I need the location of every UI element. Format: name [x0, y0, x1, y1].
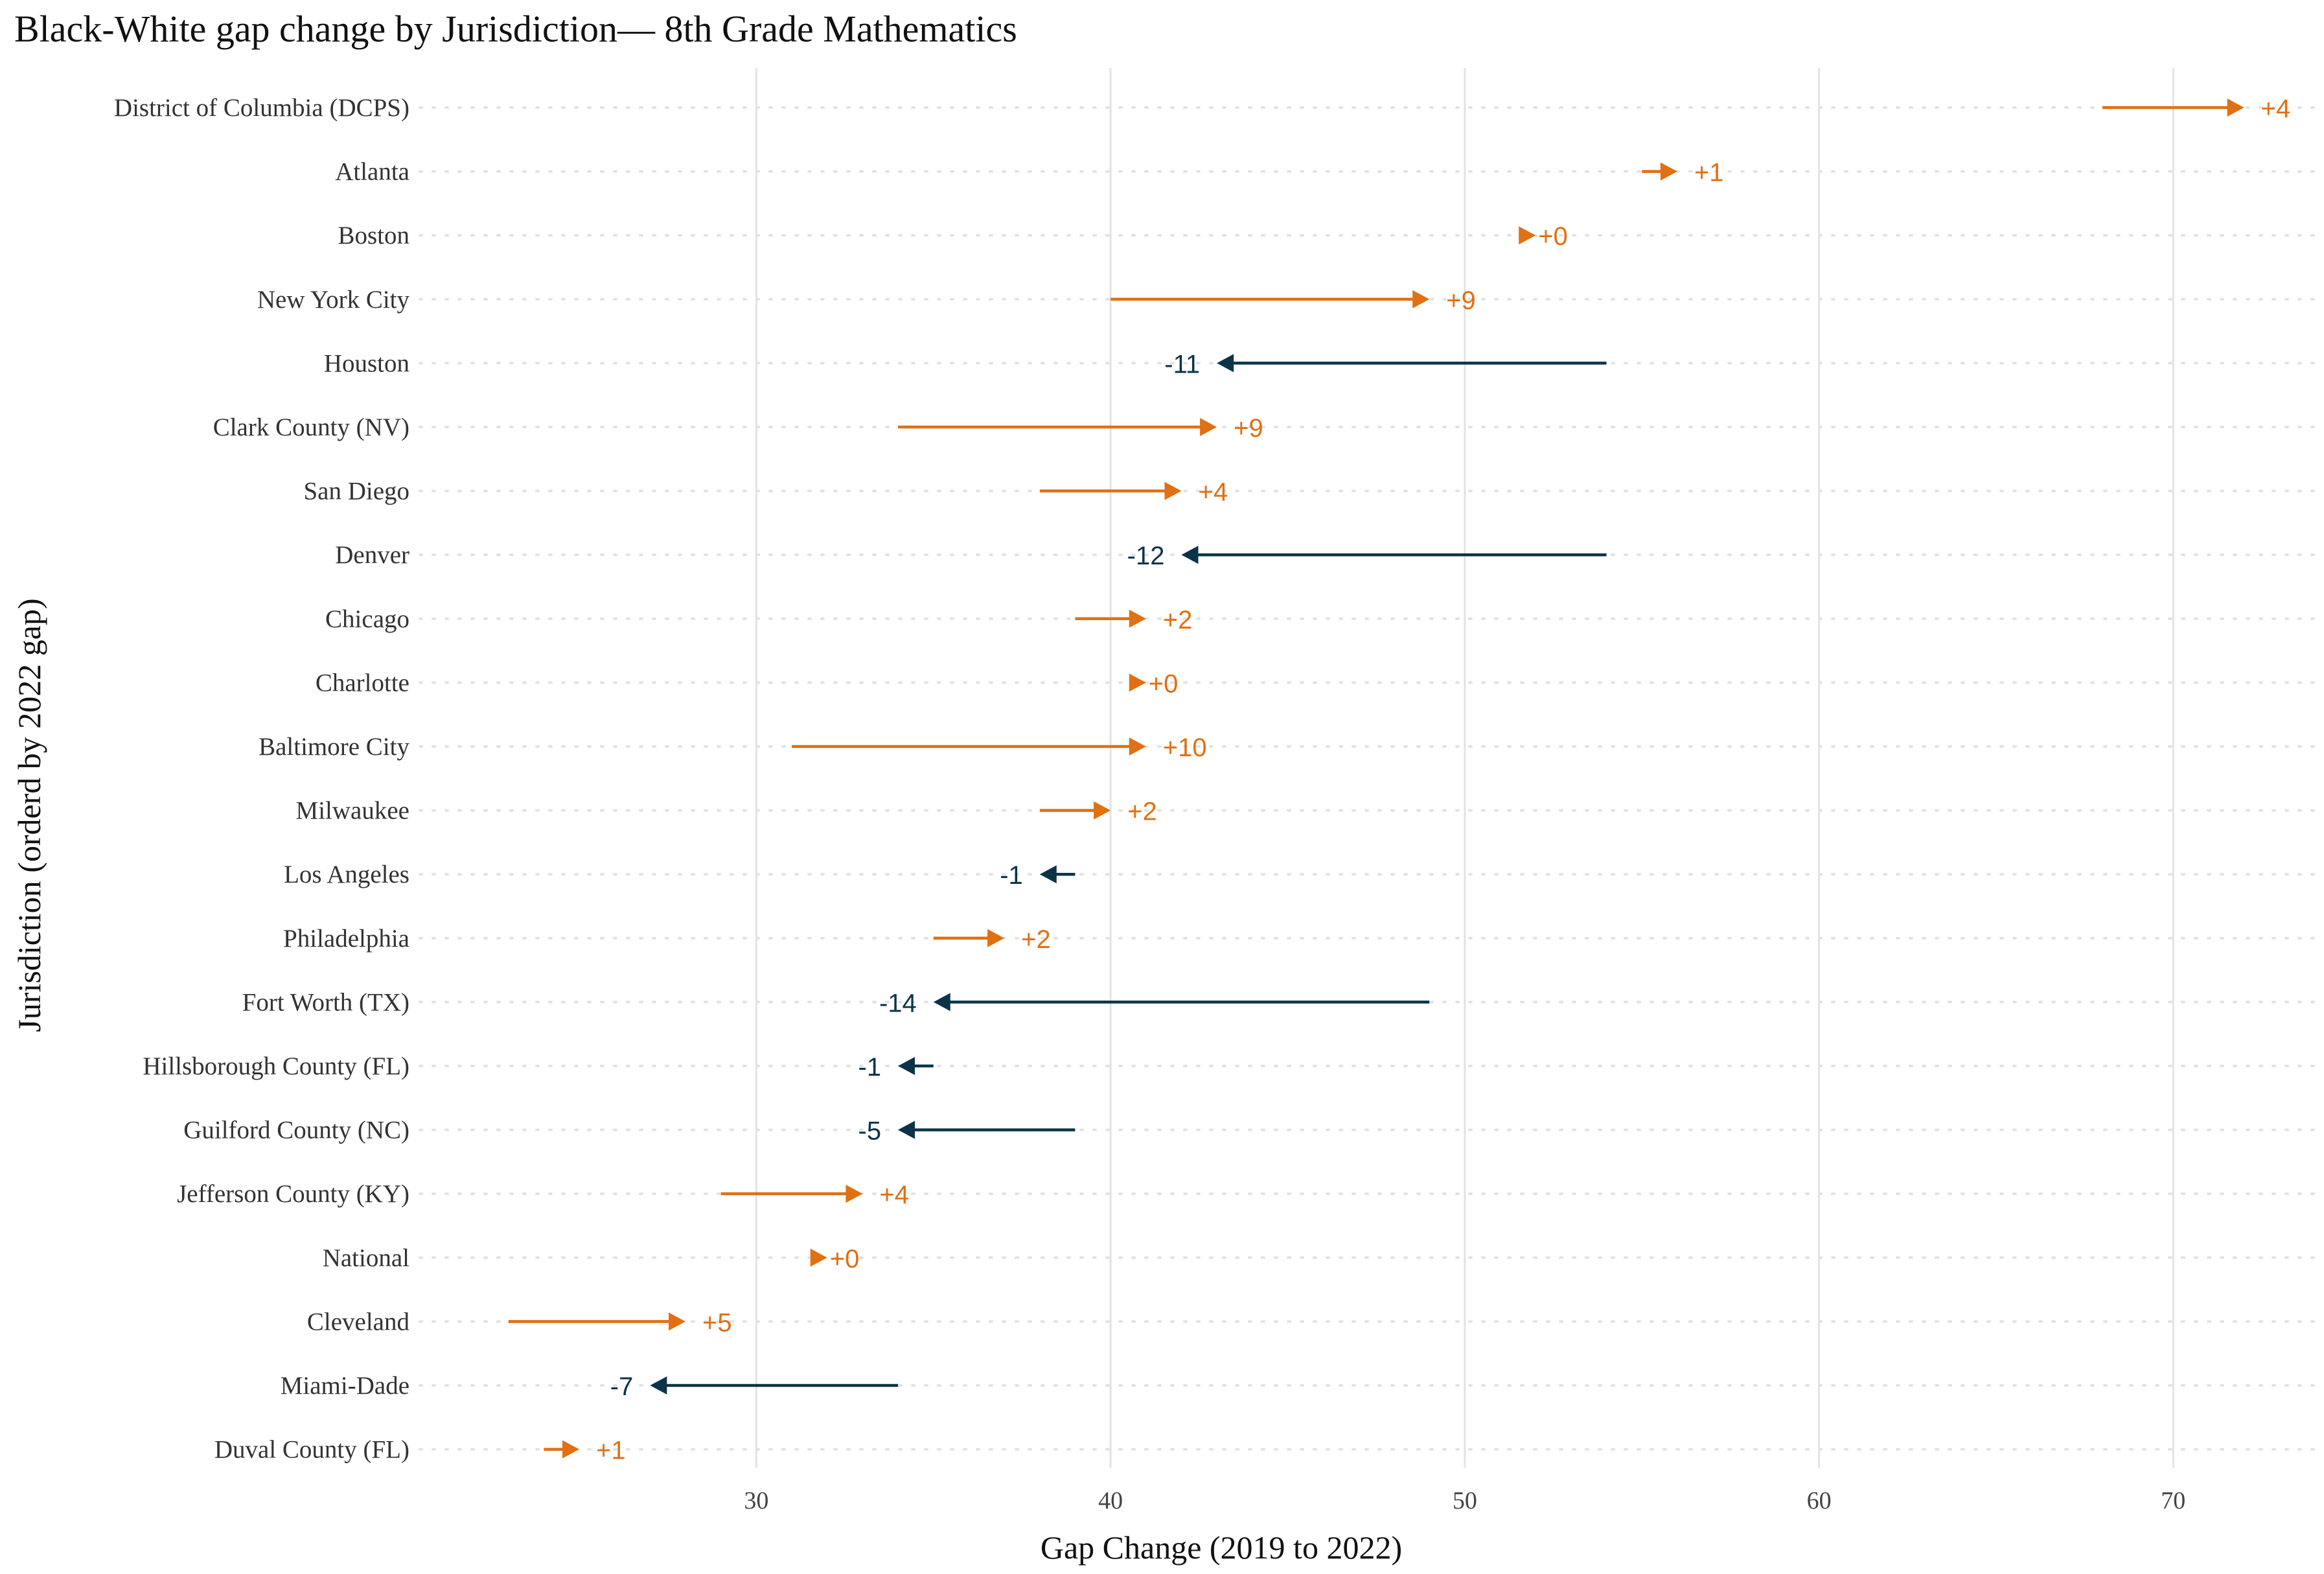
y-tick-label: Hillsborough County (FL) — [143, 1052, 409, 1080]
arrow-head — [1039, 865, 1057, 884]
y-tick-label: San Diego — [303, 478, 409, 505]
x-tick-label: 30 — [744, 1487, 768, 1514]
y-tick-label: Atlanta — [335, 158, 409, 186]
data-label: +1 — [1694, 159, 1724, 187]
data-label: -14 — [879, 989, 917, 1017]
arrow-head — [1200, 418, 1217, 436]
y-tick-label: Jefferson County (KY) — [177, 1180, 409, 1208]
y-tick-label: Fort Worth (TX) — [242, 988, 409, 1016]
data-label: +0 — [1538, 222, 1568, 251]
data-label: -7 — [610, 1372, 634, 1401]
arrow-head — [1217, 354, 1234, 373]
x-tick-label: 70 — [2161, 1487, 2185, 1514]
data-label: +1 — [596, 1437, 626, 1465]
data-label: -5 — [858, 1117, 882, 1146]
arrow-head — [987, 929, 1005, 947]
y-tick-label: Chicago — [325, 605, 409, 633]
arrow-head — [898, 1120, 915, 1139]
y-tick-label: Baltimore City — [259, 733, 409, 761]
arrow-head — [1412, 290, 1430, 308]
arrow-head — [933, 993, 950, 1012]
marks-layer — [508, 98, 2244, 1459]
data-label: -12 — [1127, 542, 1165, 570]
data-label: +9 — [1234, 414, 1263, 443]
y-tick-label: District of Columbia (DCPS) — [114, 94, 409, 122]
arrow-head — [1519, 226, 1536, 245]
data-label: +2 — [1127, 798, 1157, 826]
arrow-head — [1129, 673, 1146, 692]
data-label: -1 — [1000, 861, 1023, 890]
y-tick-label: Guilford County (NC) — [183, 1117, 409, 1144]
arrow-head — [2227, 98, 2244, 117]
y-tick-label: Cleveland — [307, 1308, 410, 1336]
arrow-head — [1094, 801, 1111, 820]
data-label: +2 — [1163, 606, 1193, 634]
y-tick-label: New York City — [257, 286, 410, 314]
y-tick-label: Boston — [338, 222, 409, 249]
y-tick-label: Duval County (FL) — [214, 1436, 409, 1464]
data-label: +0 — [830, 1245, 860, 1273]
arrow-head — [1129, 737, 1146, 756]
chart-title: Black-White gap change by Jurisdiction— … — [14, 8, 1017, 50]
y-tick-label: Charlotte — [316, 669, 409, 697]
data-label: +10 — [1163, 734, 1207, 762]
x-tick-label: 60 — [1807, 1487, 1832, 1514]
labels-layer: 30 40 50 60 70 District of Columbia (DCPS) +4 A… — [114, 94, 2290, 1514]
data-label: +0 — [1149, 669, 1179, 698]
y-tick-label: Miami-Dade — [281, 1372, 409, 1400]
arrow-head — [669, 1312, 686, 1331]
y-tick-label: National — [323, 1244, 409, 1272]
data-label: +4 — [2261, 95, 2291, 123]
arrow-head — [1660, 162, 1677, 181]
data-label: +4 — [1198, 478, 1228, 507]
data-label: +5 — [702, 1308, 732, 1337]
y-tick-label: Clark County (NV) — [213, 413, 409, 441]
y-tick-label: Houston — [324, 349, 409, 377]
y-tick-label: Los Angeles — [284, 861, 409, 888]
y-tick-label: Milwaukee — [296, 797, 409, 825]
x-axis-label: Gap Change (2019 to 2022) — [1041, 1529, 1402, 1566]
x-tick-label: 50 — [1453, 1487, 1477, 1514]
y-tick-label: Denver — [335, 541, 409, 569]
arrow-head — [1181, 546, 1199, 564]
x-tick-label: 40 — [1098, 1487, 1123, 1514]
arrow-head — [1164, 481, 1182, 500]
arrow-head — [650, 1376, 667, 1395]
arrow-head — [898, 1057, 915, 1075]
data-label: +2 — [1021, 925, 1051, 954]
arrow-head — [1129, 609, 1146, 628]
arrow-head — [810, 1248, 827, 1267]
y-axis-label: Jurisdiction (orderd by 2022 gap) — [11, 598, 47, 1032]
data-label: +9 — [1446, 286, 1476, 315]
data-label: -11 — [1164, 350, 1200, 378]
arrow-head — [562, 1440, 580, 1459]
data-label: -1 — [858, 1053, 882, 1082]
arrow-head — [846, 1185, 863, 1203]
data-label: +4 — [879, 1181, 909, 1209]
y-tick-label: Philadelphia — [283, 925, 409, 953]
